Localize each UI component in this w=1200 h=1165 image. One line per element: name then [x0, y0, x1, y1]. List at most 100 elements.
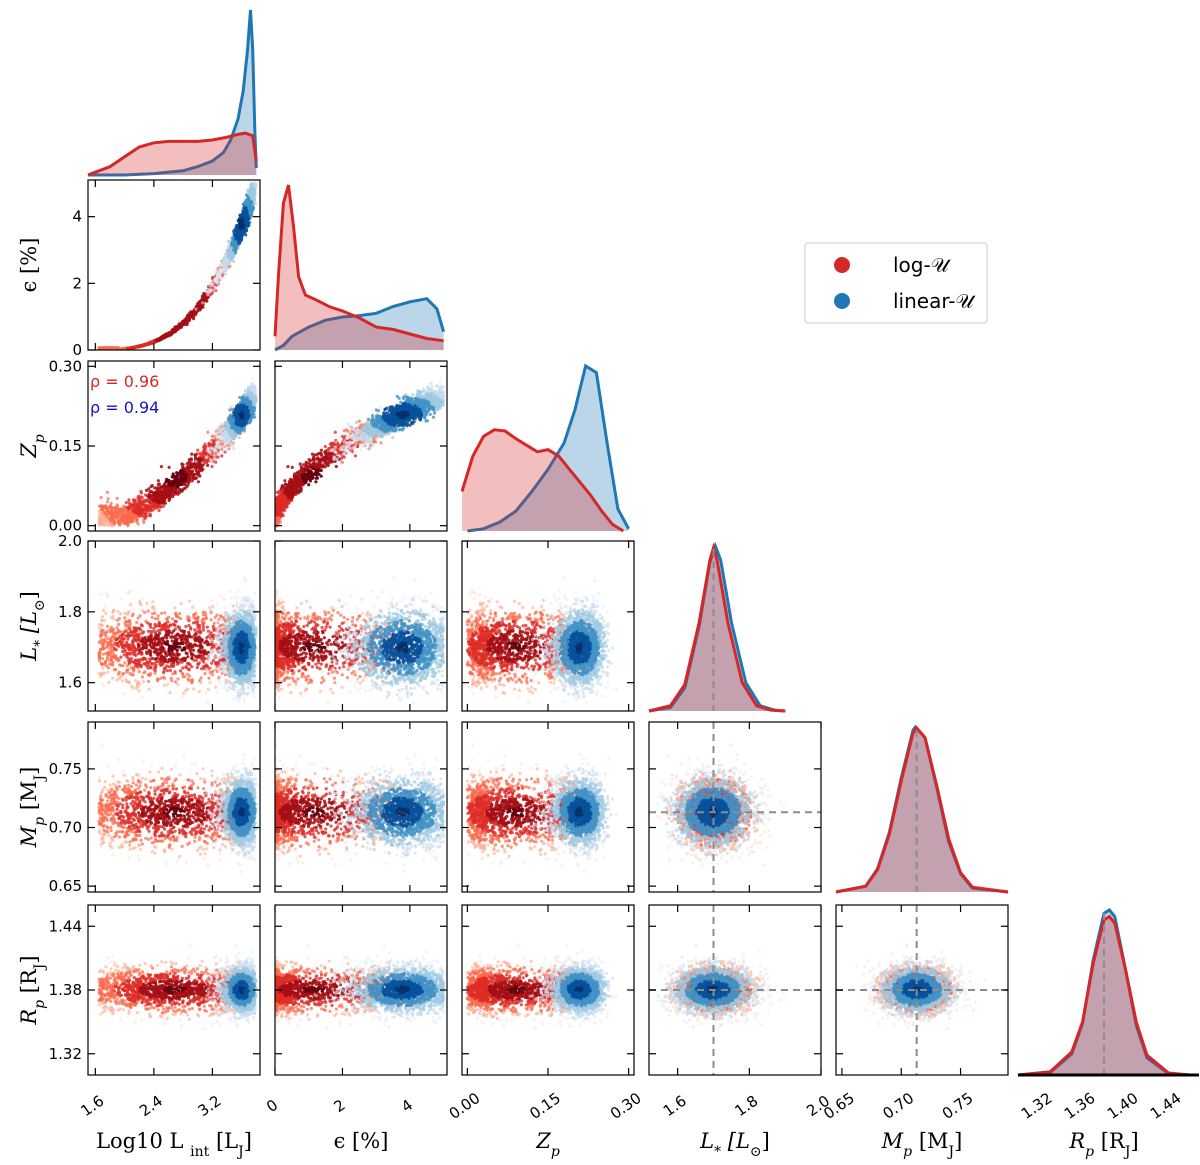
scatter-point	[130, 512, 135, 516]
corner-cells	[87, 9, 1199, 1077]
scatter-point	[134, 519, 139, 524]
scatter-point	[183, 320, 187, 324]
scatter-point	[142, 520, 146, 525]
scatter-point	[119, 347, 123, 350]
scatter-point	[110, 508, 114, 512]
scatter-point	[203, 447, 207, 451]
scatter-point	[146, 505, 150, 510]
scatter-point	[127, 498, 131, 502]
scatter-point	[183, 483, 187, 487]
scatter-point	[240, 235, 244, 239]
scatter-point	[233, 251, 237, 255]
scatter-point	[191, 315, 196, 319]
scatter-point	[115, 496, 119, 500]
scatter-point	[222, 275, 226, 279]
scatter-point	[247, 202, 251, 206]
scatter-point	[109, 506, 114, 510]
scatter-point	[159, 465, 163, 469]
scatter-point	[206, 293, 210, 297]
scatter-point	[223, 271, 227, 275]
scatter-point	[213, 453, 217, 457]
scatter-point	[251, 205, 255, 209]
scatter-point	[117, 507, 121, 511]
scatter-point	[150, 508, 154, 512]
scatter-point	[97, 346, 101, 350]
scatter-point	[168, 331, 172, 335]
scatter-point	[235, 233, 239, 237]
scatter-point	[178, 324, 182, 328]
scatter-point	[223, 448, 228, 452]
scatter-point	[145, 510, 149, 515]
scatter-point	[125, 509, 129, 513]
scatter-point	[147, 487, 151, 491]
scatter-point	[187, 317, 192, 321]
scatter-point	[244, 198, 248, 202]
scatter-point	[194, 307, 198, 311]
scatter-point	[202, 458, 206, 462]
scatter-point	[220, 454, 224, 458]
scatter-point	[252, 197, 256, 201]
scatter-point	[121, 518, 125, 522]
scatter-point	[206, 430, 210, 434]
scatter-point	[156, 482, 160, 487]
scatter-point	[181, 473, 186, 477]
scatter-point	[242, 429, 246, 433]
scatter-point	[239, 218, 243, 222]
scatter-point	[104, 504, 108, 508]
scatter-point	[130, 520, 134, 524]
scatter-point	[222, 263, 227, 267]
scatter-point	[163, 496, 167, 500]
scatter-point	[187, 314, 191, 318]
scatter-point	[143, 516, 147, 520]
scatter-point	[127, 512, 131, 517]
scatter-point	[231, 251, 235, 255]
scatter-point	[137, 345, 141, 349]
scatter-point	[176, 325, 180, 329]
scatter-point	[150, 505, 154, 509]
scatter-point	[168, 497, 172, 501]
scatter-point	[106, 497, 110, 501]
scatter-point	[235, 224, 239, 228]
scatter-point	[127, 505, 131, 510]
scatter-point	[147, 499, 151, 503]
scatter-point	[248, 191, 252, 195]
scatter-point	[245, 228, 249, 233]
scatter-point	[155, 503, 159, 507]
scatter-point	[210, 284, 214, 288]
scatter-point	[152, 497, 156, 501]
scatter-point	[210, 459, 214, 463]
scatter-point	[245, 194, 249, 198]
scatter-point	[133, 503, 137, 507]
scatter-point	[226, 260, 230, 264]
scatter-point	[168, 492, 172, 496]
scatter-point	[137, 511, 141, 515]
scatter-point	[153, 502, 157, 506]
scatter-point	[114, 506, 118, 510]
scatter-point	[163, 334, 167, 338]
scatter-point	[134, 515, 139, 519]
scatter-point	[232, 243, 236, 247]
scatter-point	[180, 476, 184, 481]
scatter-point	[210, 464, 214, 469]
scatter-point	[159, 491, 163, 495]
scatter-point	[219, 263, 223, 267]
scatter-point	[101, 504, 105, 508]
scatter-point	[218, 269, 222, 273]
scatter-point	[109, 501, 113, 506]
scatter-point	[163, 489, 167, 493]
scatter-point	[103, 520, 107, 524]
scatter-point	[219, 422, 223, 426]
scatter-point	[196, 448, 200, 452]
scatter-point	[173, 478, 177, 482]
scatter-point	[150, 341, 154, 345]
scatter-point	[121, 514, 125, 518]
scatter-point	[123, 512, 127, 516]
scatter-point	[207, 289, 211, 293]
scatter-point	[196, 480, 200, 484]
scatter-point	[181, 470, 185, 474]
scatter-point	[180, 482, 184, 486]
scatter-point	[184, 475, 188, 479]
cell-frame-logL-eps	[87, 179, 261, 351]
scatter-point	[221, 260, 225, 264]
scatter-point	[215, 277, 219, 281]
